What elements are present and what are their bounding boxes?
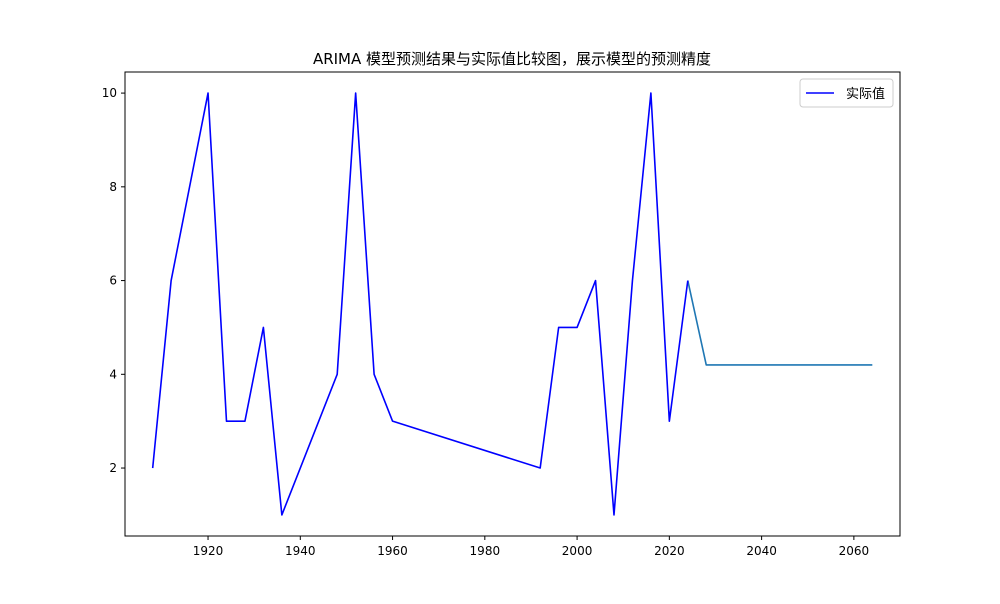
x-tick-label: 1980 [470, 544, 501, 558]
x-tick-label: 2060 [839, 544, 870, 558]
y-tick-label: 4 [109, 367, 117, 381]
y-tick-label: 8 [109, 180, 117, 194]
x-tick-label: 2000 [562, 544, 593, 558]
chart-title: ARIMA 模型预测结果与实际值比较图，展示模型的预测精度 [313, 50, 711, 68]
y-tick-label: 6 [109, 274, 117, 288]
y-axis: 2 4 6 8 10 [102, 86, 125, 475]
plot-area-frame [124, 71, 901, 537]
actual-values-line [151, 92, 689, 516]
legend-box [799, 78, 894, 108]
x-tick-label: 1940 [285, 544, 316, 558]
y-tick-label: 2 [109, 461, 117, 475]
x-tick-label: 2040 [746, 544, 777, 558]
legend: 实际值 [799, 78, 894, 108]
x-tick-label: 2020 [654, 544, 685, 558]
x-axis: 1920 1940 1960 1980 2000 2020 2040 2060 [193, 536, 869, 558]
x-tick-label: 1960 [377, 544, 408, 558]
x-tick-label: 1920 [193, 544, 224, 558]
series-layer [151, 92, 873, 516]
legend-label: 实际值 [846, 86, 885, 102]
y-tick-label: 10 [102, 86, 117, 100]
forecast-line [687, 280, 873, 366]
